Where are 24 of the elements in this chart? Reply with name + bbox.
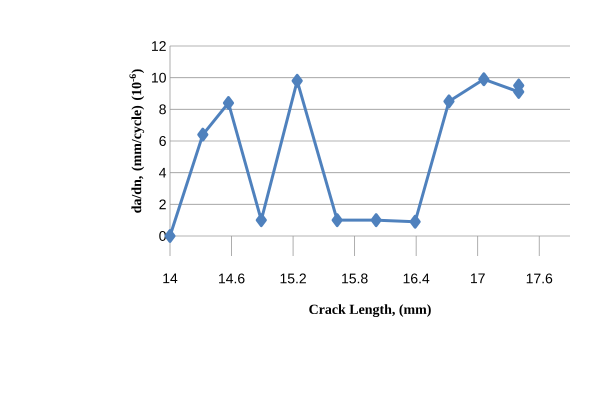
x-tick-label: 15.8 (342, 274, 368, 284)
point (292, 74, 303, 88)
point (370, 213, 382, 228)
point (256, 213, 267, 228)
y-tick-label: 6 (159, 136, 166, 146)
y-axis-title: da/dn, (mm/cycle) (10$^{-6}$) (129, 69, 144, 213)
x-tick-label: 14 (163, 274, 178, 284)
x-tick-label: 17 (471, 274, 485, 284)
point (222, 96, 234, 110)
y-tick-label: 8 (159, 104, 166, 114)
x-tick-label: 16.4 (404, 274, 430, 284)
y-tick-label: 4 (159, 168, 166, 178)
x-tick-label: 14.6 (219, 274, 244, 284)
point (478, 72, 490, 86)
point (197, 128, 208, 142)
y-tick-label: 12 (152, 41, 166, 51)
x-tick-label: 15.2 (280, 274, 306, 284)
x-axis-title: Crack Length, (mm) (309, 304, 431, 317)
point (410, 214, 421, 229)
y-tick-label: 10 (152, 72, 166, 83)
point (332, 213, 343, 228)
y-tick-label: 2 (159, 199, 166, 210)
x-tick-label: 17.6 (526, 274, 552, 284)
point (443, 94, 455, 108)
